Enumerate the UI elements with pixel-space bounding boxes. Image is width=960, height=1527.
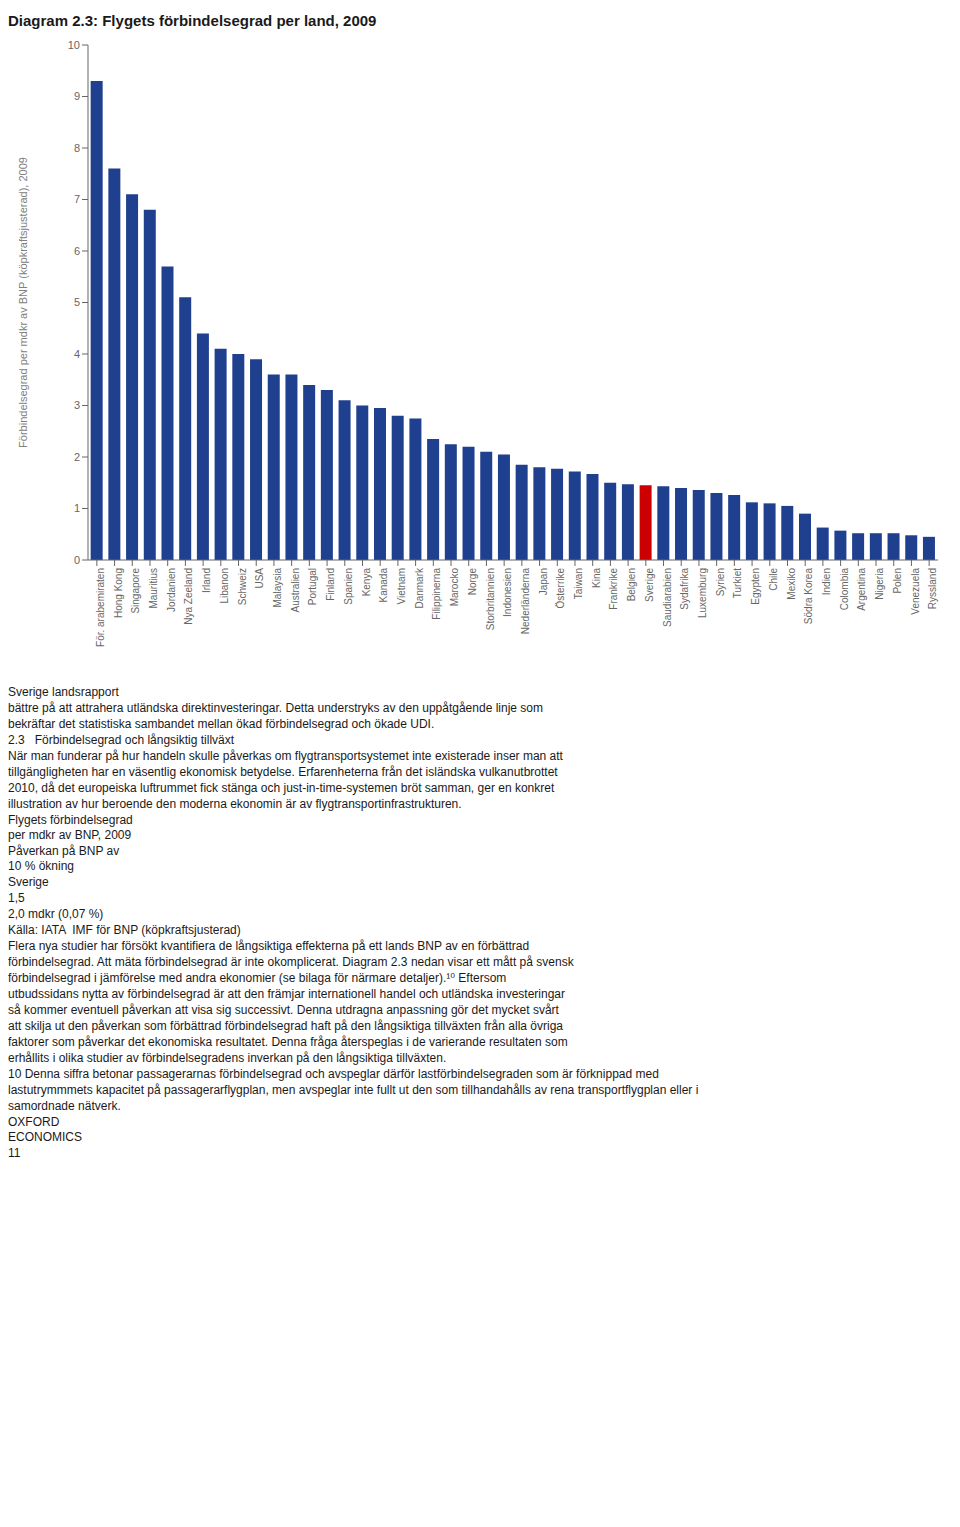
html-text:11: 11 bbox=[8, 1146, 21, 1160]
html-text:lastutrymmmets kapacitet på pa: lastutrymmmets kapacitet på passagerarfl… bbox=[8, 1083, 699, 1097]
svg-text:Nya Zeeland: Nya Zeeland bbox=[183, 568, 194, 625]
html-text:erhållits i olika studier av f: erhållits i olika studier av förbindelse… bbox=[8, 1051, 447, 1065]
svg-text:2: 2 bbox=[74, 451, 80, 463]
html-text:Flygets förbindelsegrad per md: Flygets förbindelsegrad per mdkr av BNP,… bbox=[8, 813, 133, 842]
html-text:10 Denna siffra betonar passag: 10 Denna siffra betonar passagerarnas fö… bbox=[8, 1067, 659, 1081]
html-text:tillgängligheten har en väsent: tillgängligheten har en väsentlig ekonom… bbox=[8, 765, 558, 779]
svg-text:Marocko: Marocko bbox=[449, 568, 460, 607]
svg-text:3: 3 bbox=[74, 399, 80, 411]
svg-text:Sydafrika: Sydafrika bbox=[679, 568, 690, 610]
html-text:1,5: 1,5 bbox=[8, 891, 25, 905]
svg-text:Malaysia: Malaysia bbox=[272, 568, 283, 608]
html-text:faktorer som påverkar det ekon: faktorer som påverkar det ekonomiska res… bbox=[8, 1035, 568, 1049]
svg-text:Taiwan: Taiwan bbox=[573, 568, 584, 599]
svg-text:Egypten: Egypten bbox=[750, 568, 761, 605]
svg-text:Luxemburg: Luxemburg bbox=[697, 568, 708, 618]
svg-text:Syrien: Syrien bbox=[715, 568, 726, 596]
svg-text:Jordanien: Jordanien bbox=[166, 568, 177, 612]
svg-text:Argentina: Argentina bbox=[856, 568, 867, 611]
svg-text:Södra Korea: Södra Korea bbox=[803, 568, 814, 625]
html-text:utbudssidans nytta av förbinde: utbudssidans nytta av förbindelsegrad är… bbox=[8, 987, 565, 1001]
html-text:så kommer eventuell påverkan a: så kommer eventuell påverkan att visa si… bbox=[8, 1003, 559, 1017]
html-text:bättre på att attrahera utländ: bättre på att attrahera utländska direkt… bbox=[8, 701, 543, 715]
svg-text:Finland: Finland bbox=[325, 568, 336, 601]
svg-text:Kanada: Kanada bbox=[378, 568, 389, 603]
html-text:förbindelsegrad. Att mäta förb: förbindelsegrad. Att mäta förbindelsegra… bbox=[8, 955, 574, 969]
svg-text:Storbritannien: Storbritannien bbox=[485, 568, 496, 630]
svg-text:Kina: Kina bbox=[591, 568, 602, 588]
html-text:förbindelsegrad i jämförelse m: förbindelsegrad i jämförelse med andra e… bbox=[8, 971, 507, 985]
svg-text:8: 8 bbox=[74, 142, 80, 154]
svg-text:Colombia: Colombia bbox=[839, 568, 850, 611]
svg-text:0: 0 bbox=[74, 554, 80, 566]
svg-text:Frankrike: Frankrike bbox=[608, 568, 619, 610]
svg-text:USA: USA bbox=[254, 568, 265, 589]
svg-text:Vietnam: Vietnam bbox=[396, 568, 407, 605]
html-text:bekräftar det statistiska samb: bekräftar det statistiska sambandet mell… bbox=[8, 717, 435, 731]
html-text:illustration av hur beroende d: illustration av hur beroende den moderna… bbox=[8, 797, 462, 811]
svg-text:1: 1 bbox=[74, 502, 80, 514]
svg-text:Indonesien: Indonesien bbox=[502, 568, 513, 617]
svg-text:Förbindelsegrad per mdkr av BN: Förbindelsegrad per mdkr av BNP (köpkraf… bbox=[17, 157, 29, 448]
html-text:OXFORD ECONOMICS: OXFORD ECONOMICS bbox=[8, 1115, 82, 1144]
html-text:att skilja ut den påverkan som: att skilja ut den påverkan som förbättra… bbox=[8, 1019, 563, 1033]
svg-text:Danmark: Danmark bbox=[414, 567, 425, 609]
html-text:2.3 Förbindelsegrad och långsi: 2.3 Förbindelsegrad och långsiktig tillv… bbox=[8, 733, 235, 747]
svg-text:Portugal: Portugal bbox=[307, 568, 318, 605]
svg-text:Schweiz: Schweiz bbox=[237, 568, 248, 605]
svg-text:Norge: Norge bbox=[467, 568, 478, 596]
svg-text:5: 5 bbox=[74, 296, 80, 308]
svg-text:Belgien: Belgien bbox=[626, 568, 637, 601]
svg-text:Kenya: Kenya bbox=[361, 568, 372, 597]
svg-text:Singapore: Singapore bbox=[130, 568, 141, 614]
svg-text:Sverige: Sverige bbox=[644, 568, 655, 602]
svg-text:Saudiarabien: Saudiarabien bbox=[662, 568, 673, 627]
svg-text:Irland: Irland bbox=[201, 568, 212, 593]
svg-text:Chile: Chile bbox=[768, 568, 779, 591]
svg-text:Indien: Indien bbox=[821, 568, 832, 595]
svg-text:Venezuela: Venezuela bbox=[910, 568, 921, 615]
svg-text:Hong Kong: Hong Kong bbox=[113, 568, 124, 618]
html-text:Sverige landsrapport: Sverige landsrapport bbox=[8, 685, 119, 699]
html-text:Källa: IATA IMF för BNP (köpkr: Källa: IATA IMF för BNP (köpkraftsjuster… bbox=[8, 923, 241, 937]
svg-text:För. arabemiraten: För. arabemiraten bbox=[95, 568, 106, 647]
svg-text:Nigeria: Nigeria bbox=[874, 568, 885, 600]
html-text:2010, då det europeiska luftru: 2010, då det europeiska luftrummet fick … bbox=[8, 781, 555, 795]
svg-text:Österrike: Österrike bbox=[555, 568, 566, 609]
html-text:När man funderar på hur handel: När man funderar på hur handeln skulle p… bbox=[8, 749, 563, 763]
svg-text:4: 4 bbox=[74, 348, 80, 360]
html-text:Sverige: Sverige bbox=[8, 875, 49, 889]
html-text:2,0 mdkr (0,07 %): 2,0 mdkr (0,07 %) bbox=[8, 907, 104, 921]
svg-text:Mauritius: Mauritius bbox=[148, 568, 159, 609]
svg-text:Libanon: Libanon bbox=[219, 568, 230, 604]
svg-text:Japan: Japan bbox=[538, 568, 549, 595]
html-text:samordnade nätverk.: samordnade nätverk. bbox=[8, 1099, 121, 1113]
html-text:Påverkan på BNP av 10 % ökning: Påverkan på BNP av 10 % ökning bbox=[8, 844, 120, 873]
svg-text:Spanien: Spanien bbox=[343, 568, 354, 605]
svg-text:Turkiet: Turkiet bbox=[732, 568, 743, 598]
svg-text:Nederländerna: Nederländerna bbox=[520, 568, 531, 635]
html-text:Flera nya studier har försökt: Flera nya studier har försökt kvantifier… bbox=[8, 939, 530, 953]
html-text:Diagram 2.3: Flygets förbindel: Diagram 2.3: Flygets förbindelsegrad per… bbox=[8, 12, 377, 29]
svg-text:10: 10 bbox=[68, 39, 80, 51]
svg-text:Filippinerna: Filippinerna bbox=[431, 568, 442, 620]
svg-text:Australien: Australien bbox=[290, 568, 301, 612]
svg-text:Mexiko: Mexiko bbox=[786, 568, 797, 600]
svg-text:7: 7 bbox=[74, 193, 80, 205]
svg-text:Polen: Polen bbox=[892, 568, 903, 594]
svg-text:6: 6 bbox=[74, 245, 80, 257]
svg-text:Ryssland: Ryssland bbox=[927, 568, 938, 609]
svg-text:9: 9 bbox=[74, 90, 80, 102]
